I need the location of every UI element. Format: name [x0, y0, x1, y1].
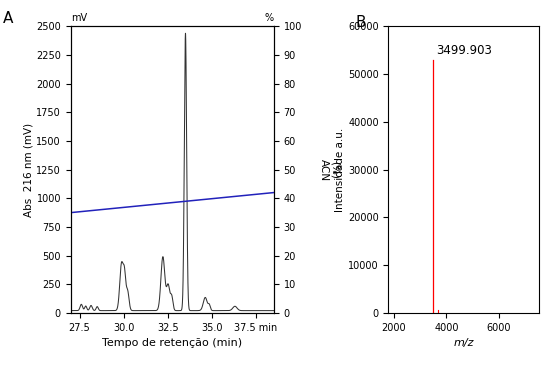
Text: mV: mV — [71, 13, 87, 23]
Text: %: % — [264, 13, 274, 23]
Text: B: B — [355, 15, 366, 30]
Y-axis label: Intensidade a.u.: Intensidade a.u. — [335, 127, 345, 212]
Y-axis label: Abs  216 nm (mV): Abs 216 nm (mV) — [23, 123, 33, 217]
Text: A: A — [3, 11, 13, 26]
Text: 3499.903: 3499.903 — [436, 44, 492, 57]
Y-axis label: (%)
ACN: (%) ACN — [318, 159, 340, 181]
X-axis label: m/z: m/z — [453, 338, 474, 348]
X-axis label: Tempo de retenção (min): Tempo de retenção (min) — [102, 338, 242, 348]
